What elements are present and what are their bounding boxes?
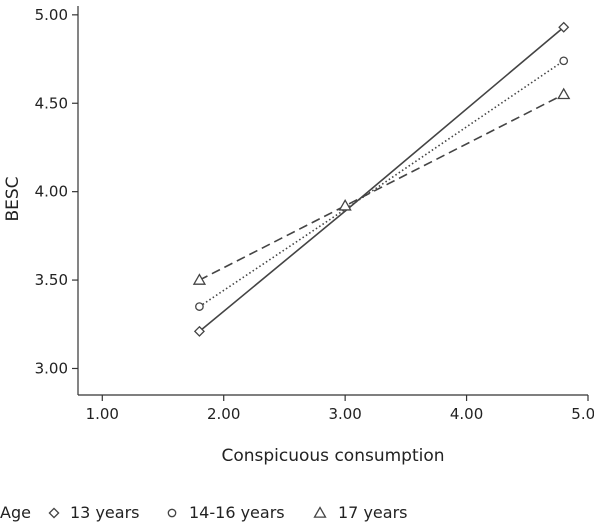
x-tick-label: 4.00 xyxy=(450,405,483,423)
legend-marker xyxy=(167,508,177,518)
x-tick-label: 3.00 xyxy=(328,405,361,423)
y-tick-label: 3.00 xyxy=(35,359,68,377)
ticks: 1.00 2.00 3.00 4.00 5.00 3.00 3.50 4.00 4.50 5.00 xyxy=(35,6,594,423)
series-1 xyxy=(195,56,569,311)
data-point-marker xyxy=(195,302,204,311)
series-2 xyxy=(192,87,571,285)
legend-label: 13 years xyxy=(70,503,139,522)
legend-marker xyxy=(48,507,60,519)
data-point-marker xyxy=(559,56,569,66)
x-tick-label: 5.00 xyxy=(571,405,594,423)
legend-label: 14-16 years xyxy=(189,503,285,522)
y-tick-label: 5.00 xyxy=(35,6,68,24)
x-tick-label: 1.00 xyxy=(86,405,119,423)
x-tick-label: 2.00 xyxy=(207,405,240,423)
legend-label: 17 years xyxy=(338,503,407,522)
series-line-0 xyxy=(198,26,565,332)
y-tick-label: 4.00 xyxy=(35,183,68,201)
series-line-2 xyxy=(199,93,565,281)
y-axis-title: BESC xyxy=(3,176,23,221)
data-point-marker xyxy=(558,21,570,33)
series-line-1 xyxy=(198,60,565,308)
data-point-marker xyxy=(193,325,205,337)
legend: Age 13 years 14-16 years 17 years xyxy=(0,503,407,522)
legend-marker xyxy=(313,506,327,518)
y-tick-label: 4.50 xyxy=(35,94,68,112)
y-tick-label: 3.50 xyxy=(35,271,68,289)
x-axis-title: Conspicuous consumption xyxy=(221,446,444,466)
plot-area xyxy=(77,6,588,396)
data-point-marker xyxy=(192,273,207,285)
data-point-marker xyxy=(557,87,571,100)
series-layer xyxy=(192,21,571,337)
series-0 xyxy=(193,21,570,337)
data-point-marker xyxy=(338,198,352,211)
legend-title: Age xyxy=(0,503,31,522)
